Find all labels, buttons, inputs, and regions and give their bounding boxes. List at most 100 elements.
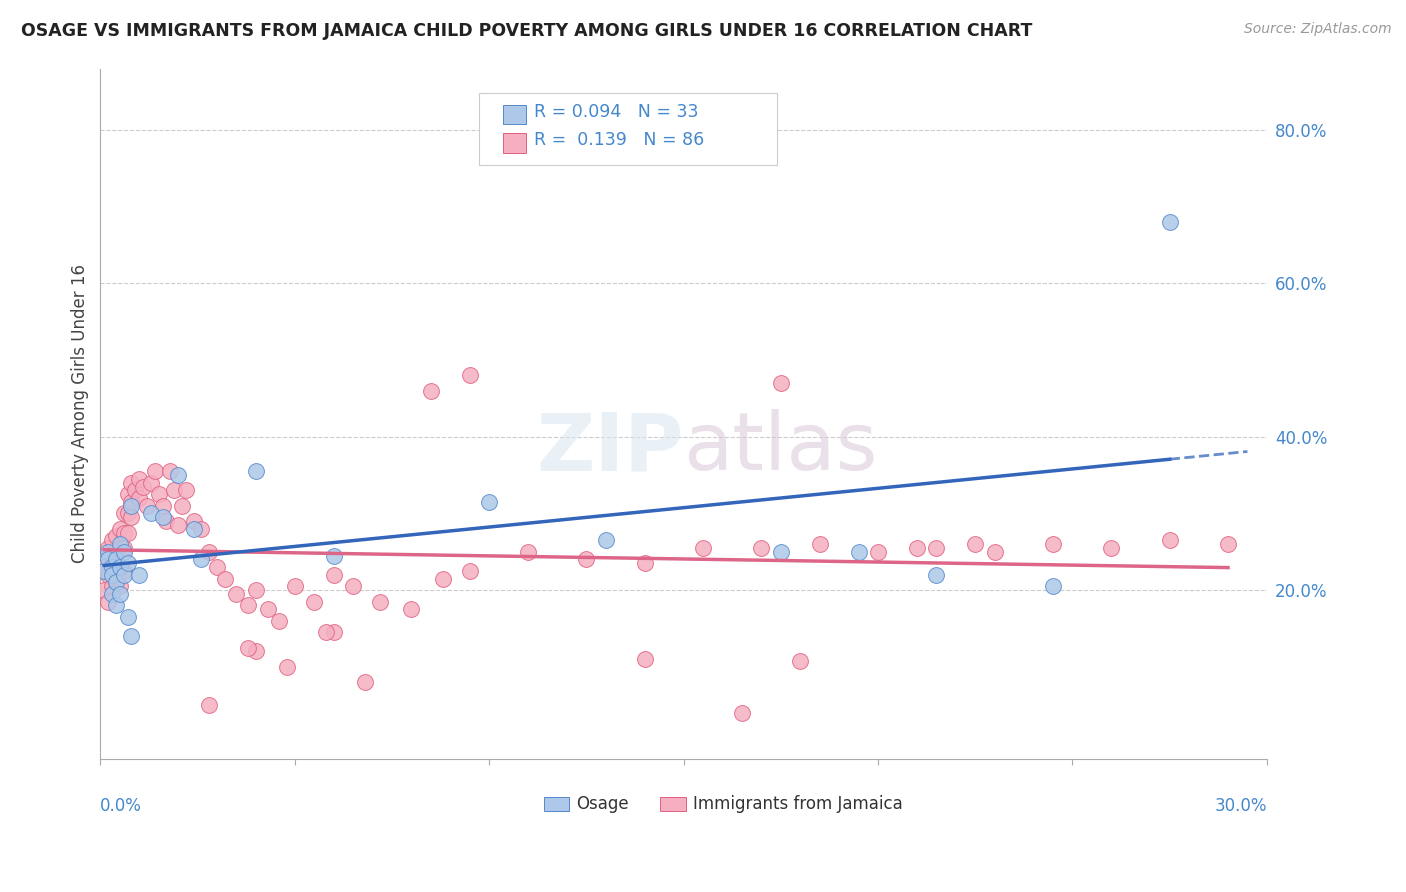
Point xyxy=(808,537,831,551)
Point xyxy=(170,499,193,513)
Point xyxy=(419,384,441,398)
Text: OSAGE VS IMMIGRANTS FROM JAMAICA CHILD POVERTY AMONG GIRLS UNDER 16 CORRELATION : OSAGE VS IMMIGRANTS FROM JAMAICA CHILD P… xyxy=(21,22,1032,40)
Text: Osage: Osage xyxy=(576,795,628,813)
Point xyxy=(458,368,481,383)
Point xyxy=(120,495,142,509)
Point xyxy=(128,472,150,486)
Point xyxy=(139,507,162,521)
Point xyxy=(174,483,197,498)
Point xyxy=(112,567,135,582)
Point xyxy=(163,483,186,498)
Text: Source: ZipAtlas.com: Source: ZipAtlas.com xyxy=(1244,22,1392,37)
Point xyxy=(595,533,617,548)
Point xyxy=(128,491,150,505)
Point xyxy=(315,625,337,640)
Point xyxy=(198,545,221,559)
Point xyxy=(120,629,142,643)
Point xyxy=(108,522,131,536)
Point xyxy=(152,499,174,513)
Point xyxy=(117,507,139,521)
Point xyxy=(93,560,115,574)
Point xyxy=(112,541,135,555)
Point xyxy=(256,602,278,616)
Point xyxy=(198,698,221,712)
Point xyxy=(108,579,131,593)
Point xyxy=(101,533,124,548)
Bar xyxy=(661,797,686,811)
Point xyxy=(1216,537,1239,551)
Bar xyxy=(503,105,526,124)
Point xyxy=(108,541,131,555)
Y-axis label: Child Poverty Among Girls Under 16: Child Poverty Among Girls Under 16 xyxy=(72,264,89,563)
Point xyxy=(143,464,166,478)
Text: 30.0%: 30.0% xyxy=(1215,797,1267,814)
Point xyxy=(269,614,291,628)
Point xyxy=(120,499,142,513)
Point xyxy=(104,599,127,613)
Point xyxy=(245,582,267,597)
Point xyxy=(401,602,423,616)
Point xyxy=(97,594,120,608)
Point xyxy=(159,464,181,478)
Point xyxy=(112,525,135,540)
Point xyxy=(322,549,344,563)
FancyBboxPatch shape xyxy=(479,93,778,165)
Point xyxy=(1159,533,1181,548)
Point xyxy=(104,575,127,590)
Point xyxy=(93,582,115,597)
Point xyxy=(104,575,127,590)
Point xyxy=(322,625,344,640)
Point xyxy=(1159,215,1181,229)
Point xyxy=(152,510,174,524)
Point xyxy=(769,376,792,390)
Bar xyxy=(544,797,569,811)
Point xyxy=(101,556,124,570)
Point xyxy=(136,499,159,513)
Point xyxy=(112,507,135,521)
Point xyxy=(634,652,657,666)
Point xyxy=(342,579,364,593)
Point xyxy=(368,594,391,608)
Point xyxy=(112,564,135,578)
Point xyxy=(108,560,131,574)
Point xyxy=(104,529,127,543)
Point xyxy=(167,468,190,483)
Point xyxy=(97,545,120,559)
Point xyxy=(108,560,131,574)
Point xyxy=(925,541,948,555)
Point xyxy=(101,579,124,593)
Point xyxy=(108,587,131,601)
Point xyxy=(183,514,205,528)
Point xyxy=(284,579,307,593)
Point xyxy=(155,514,177,528)
Point xyxy=(214,572,236,586)
Point xyxy=(120,475,142,490)
Point xyxy=(1042,579,1064,593)
Point xyxy=(112,545,135,559)
Point xyxy=(353,675,375,690)
Point xyxy=(789,654,811,668)
Point xyxy=(139,475,162,490)
Point xyxy=(769,545,792,559)
Point xyxy=(225,587,247,601)
Point xyxy=(183,522,205,536)
Point xyxy=(517,545,540,559)
Point xyxy=(731,706,754,720)
Point xyxy=(575,552,598,566)
Point xyxy=(190,522,212,536)
Point xyxy=(108,537,131,551)
Point xyxy=(905,541,928,555)
Point xyxy=(104,552,127,566)
Point xyxy=(117,610,139,624)
Point xyxy=(236,640,259,655)
Point xyxy=(128,567,150,582)
Text: ZIP: ZIP xyxy=(536,409,683,487)
Point xyxy=(97,567,120,582)
Point xyxy=(148,487,170,501)
Point xyxy=(93,564,115,578)
Point xyxy=(925,567,948,582)
Point xyxy=(117,487,139,501)
Point xyxy=(101,567,124,582)
Point xyxy=(97,552,120,566)
Point xyxy=(124,483,146,498)
